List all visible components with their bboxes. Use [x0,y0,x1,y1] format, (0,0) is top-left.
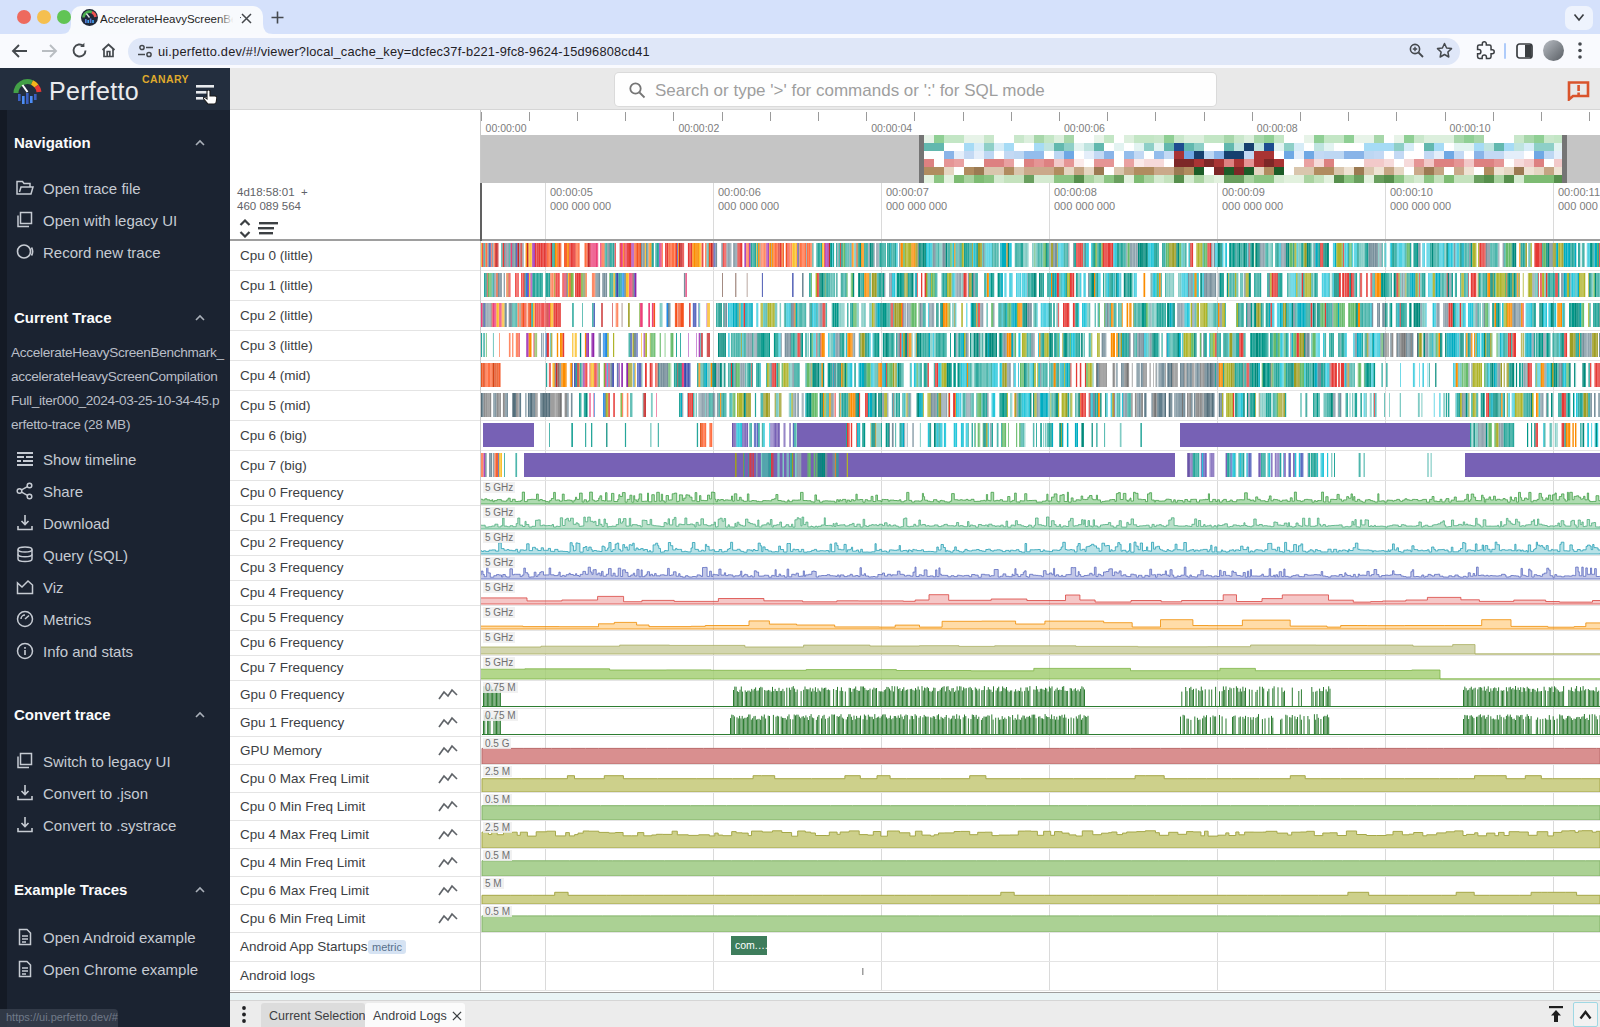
svg-text:com.…: com.… [735,939,768,951]
